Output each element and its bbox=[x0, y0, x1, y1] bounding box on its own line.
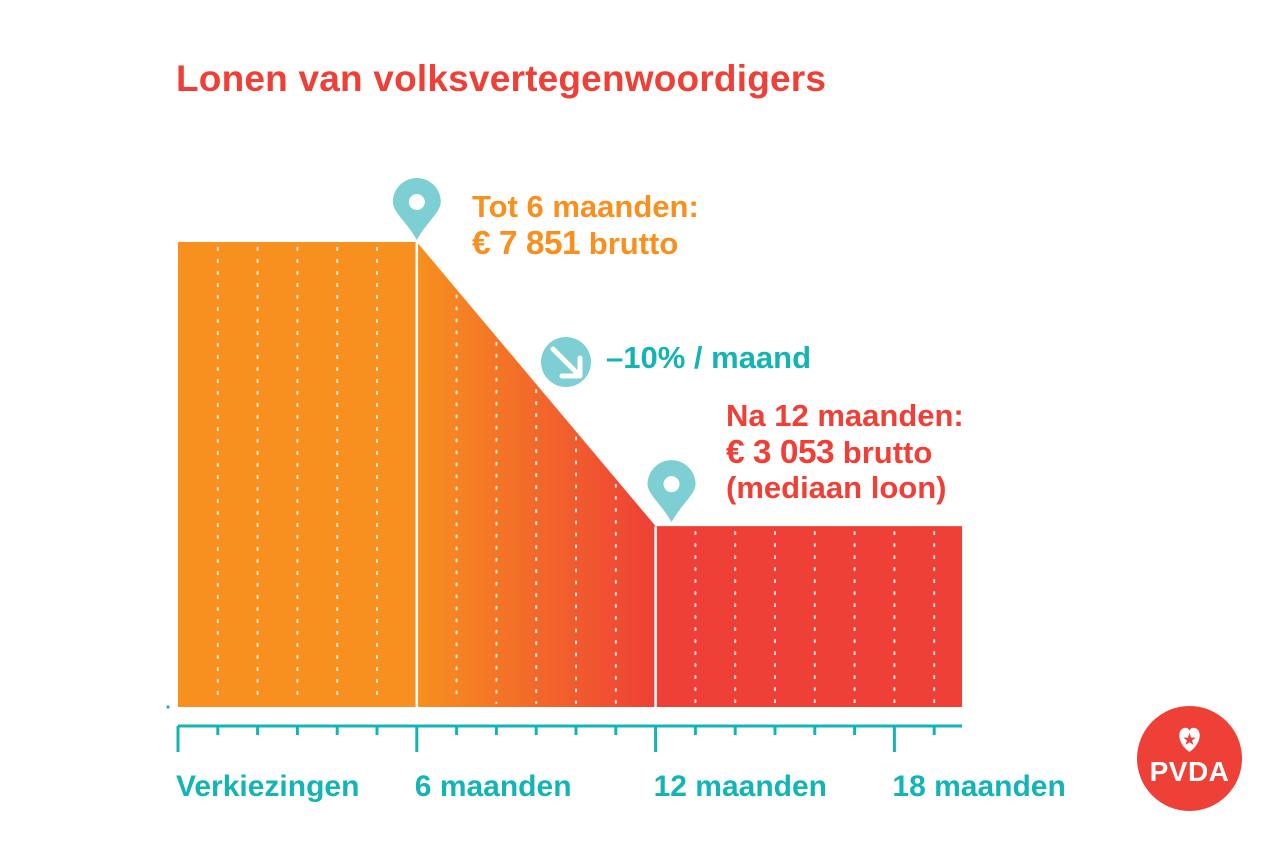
chart-title: Lonen van volksvertegenwoordigers bbox=[176, 58, 827, 99]
x-tick-label: 6 maanden bbox=[414, 770, 572, 803]
map-pin-hole bbox=[408, 194, 425, 210]
x-tick-label: 18 maanden bbox=[892, 770, 1066, 803]
logo-text: PVDA bbox=[1149, 756, 1230, 787]
heart-star-icon bbox=[1179, 727, 1200, 752]
callout-second-line1: Na 12 maanden: bbox=[726, 398, 964, 433]
callout-second-suffix: brutto bbox=[834, 434, 933, 470]
callout-second-amount: € 3 053 bbox=[726, 433, 835, 471]
arrow-down-right-icon bbox=[541, 337, 591, 387]
callout-first-suffix: brutto bbox=[580, 225, 679, 261]
callout-first-amount: € 7 851 bbox=[472, 224, 581, 262]
callout-second-line3: (mediaan loon) bbox=[726, 470, 947, 506]
map-pin-icon bbox=[392, 178, 441, 240]
area-median bbox=[655, 526, 963, 707]
rate-icon-arrow-shaft bbox=[550, 346, 581, 377]
rate-icon-arrow-head bbox=[559, 355, 583, 379]
callout-first: Tot 6 maanden: € 7 851 brutto bbox=[472, 189, 699, 263]
area-plateau bbox=[178, 242, 417, 707]
rate-label: –10% / maand bbox=[606, 340, 812, 375]
pvda-logo: PVDA bbox=[1137, 706, 1242, 811]
callout-second: Na 12 maanden: € 3 053 brutto (mediaan l… bbox=[726, 398, 964, 506]
x-tick-label: Verkiezingen bbox=[176, 770, 360, 803]
map-pin-icon bbox=[647, 460, 696, 523]
axis-origin-dot bbox=[166, 705, 170, 709]
x-tick-label: 12 maanden bbox=[653, 770, 828, 803]
callout-first-amount-line: € 7 851 brutto bbox=[472, 225, 699, 263]
map-pin-hole bbox=[663, 476, 680, 493]
callout-first-line1: Tot 6 maanden: bbox=[472, 189, 699, 224]
callout-second-amount-line: € 3 053 brutto bbox=[726, 434, 964, 472]
